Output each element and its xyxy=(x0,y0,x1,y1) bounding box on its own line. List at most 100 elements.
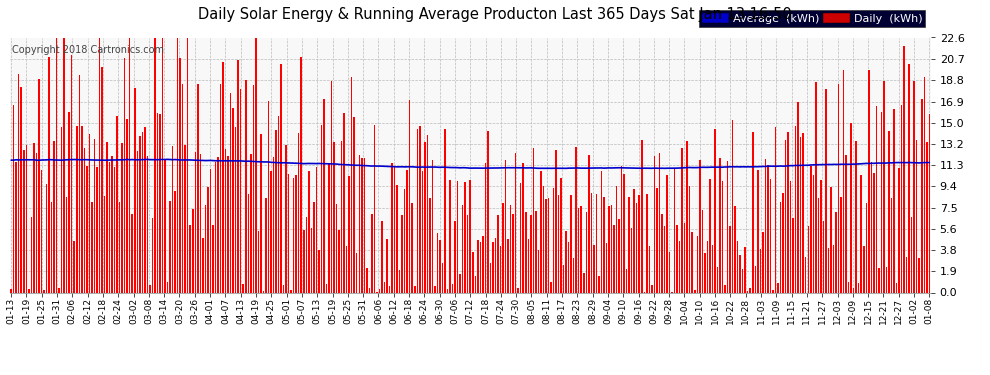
Bar xyxy=(714,129,716,292)
Bar xyxy=(545,199,546,292)
Bar xyxy=(114,167,116,292)
Bar xyxy=(684,224,685,292)
Bar xyxy=(795,126,796,292)
Bar xyxy=(800,137,802,292)
Bar xyxy=(820,180,822,292)
Bar xyxy=(495,238,496,292)
Bar xyxy=(356,253,357,292)
Bar xyxy=(797,102,799,292)
Bar xyxy=(195,152,196,292)
Bar xyxy=(99,38,100,292)
Bar xyxy=(833,245,835,292)
Bar xyxy=(394,166,395,292)
Bar xyxy=(646,194,647,292)
Bar xyxy=(127,119,128,292)
Bar xyxy=(490,263,491,292)
Bar xyxy=(169,201,171,292)
Bar xyxy=(691,232,693,292)
Bar xyxy=(697,236,698,292)
Bar xyxy=(142,132,144,292)
Bar xyxy=(525,212,527,292)
Bar xyxy=(326,284,328,292)
Bar xyxy=(384,282,385,292)
Bar xyxy=(323,99,325,292)
Bar xyxy=(217,157,219,292)
Bar xyxy=(676,225,678,292)
Bar xyxy=(883,81,885,292)
Bar xyxy=(909,63,910,292)
Bar xyxy=(419,126,421,292)
Bar xyxy=(293,178,294,292)
Bar xyxy=(929,114,930,292)
Bar xyxy=(66,196,67,292)
Bar xyxy=(552,188,554,292)
Bar xyxy=(747,291,748,292)
Bar xyxy=(513,214,514,292)
Bar xyxy=(363,158,365,292)
Bar xyxy=(518,288,519,292)
Bar xyxy=(308,171,310,292)
Bar xyxy=(33,143,35,292)
Bar xyxy=(541,171,542,292)
Bar xyxy=(725,285,726,292)
Bar xyxy=(71,56,72,292)
Bar xyxy=(497,215,499,292)
Bar xyxy=(722,181,724,292)
Bar xyxy=(174,191,176,292)
Bar xyxy=(386,238,388,292)
Bar xyxy=(875,106,877,292)
Bar xyxy=(179,58,181,292)
Bar xyxy=(823,220,824,292)
Bar xyxy=(785,140,786,292)
Bar xyxy=(782,193,784,292)
Bar xyxy=(596,194,597,292)
Bar xyxy=(272,157,274,292)
Bar xyxy=(187,38,188,292)
Bar xyxy=(742,268,743,292)
Bar xyxy=(557,195,559,292)
Bar xyxy=(666,175,668,292)
Bar xyxy=(283,285,284,292)
Bar xyxy=(172,146,173,292)
Bar xyxy=(735,206,736,292)
Bar xyxy=(145,127,146,292)
Bar xyxy=(860,175,862,292)
Bar xyxy=(505,160,506,292)
Bar xyxy=(91,202,93,292)
Bar xyxy=(535,211,537,292)
Bar xyxy=(863,246,864,292)
Bar xyxy=(838,84,840,292)
Bar xyxy=(147,156,148,292)
Bar xyxy=(442,263,444,292)
Bar xyxy=(306,217,307,292)
Bar xyxy=(109,162,110,292)
Bar xyxy=(290,290,292,292)
Bar xyxy=(248,194,249,292)
Bar xyxy=(341,141,343,292)
Bar xyxy=(445,129,446,292)
Bar xyxy=(26,145,27,292)
Bar xyxy=(437,233,439,292)
Bar xyxy=(603,198,605,292)
Bar xyxy=(858,283,859,292)
Bar xyxy=(648,246,650,292)
Bar xyxy=(270,171,271,292)
Bar xyxy=(845,154,846,292)
Bar xyxy=(479,242,481,292)
Bar xyxy=(810,166,812,292)
Bar xyxy=(446,289,448,292)
Bar xyxy=(228,156,229,292)
Bar xyxy=(583,273,584,292)
Bar xyxy=(591,193,592,292)
Bar xyxy=(656,188,657,292)
Bar xyxy=(223,62,224,292)
Bar xyxy=(769,178,771,292)
Bar xyxy=(464,182,466,292)
Bar xyxy=(805,257,807,292)
Bar xyxy=(285,146,287,292)
Bar xyxy=(507,239,509,292)
Bar xyxy=(68,112,70,292)
Bar xyxy=(371,214,372,292)
Bar xyxy=(432,160,434,292)
Bar xyxy=(914,81,915,292)
